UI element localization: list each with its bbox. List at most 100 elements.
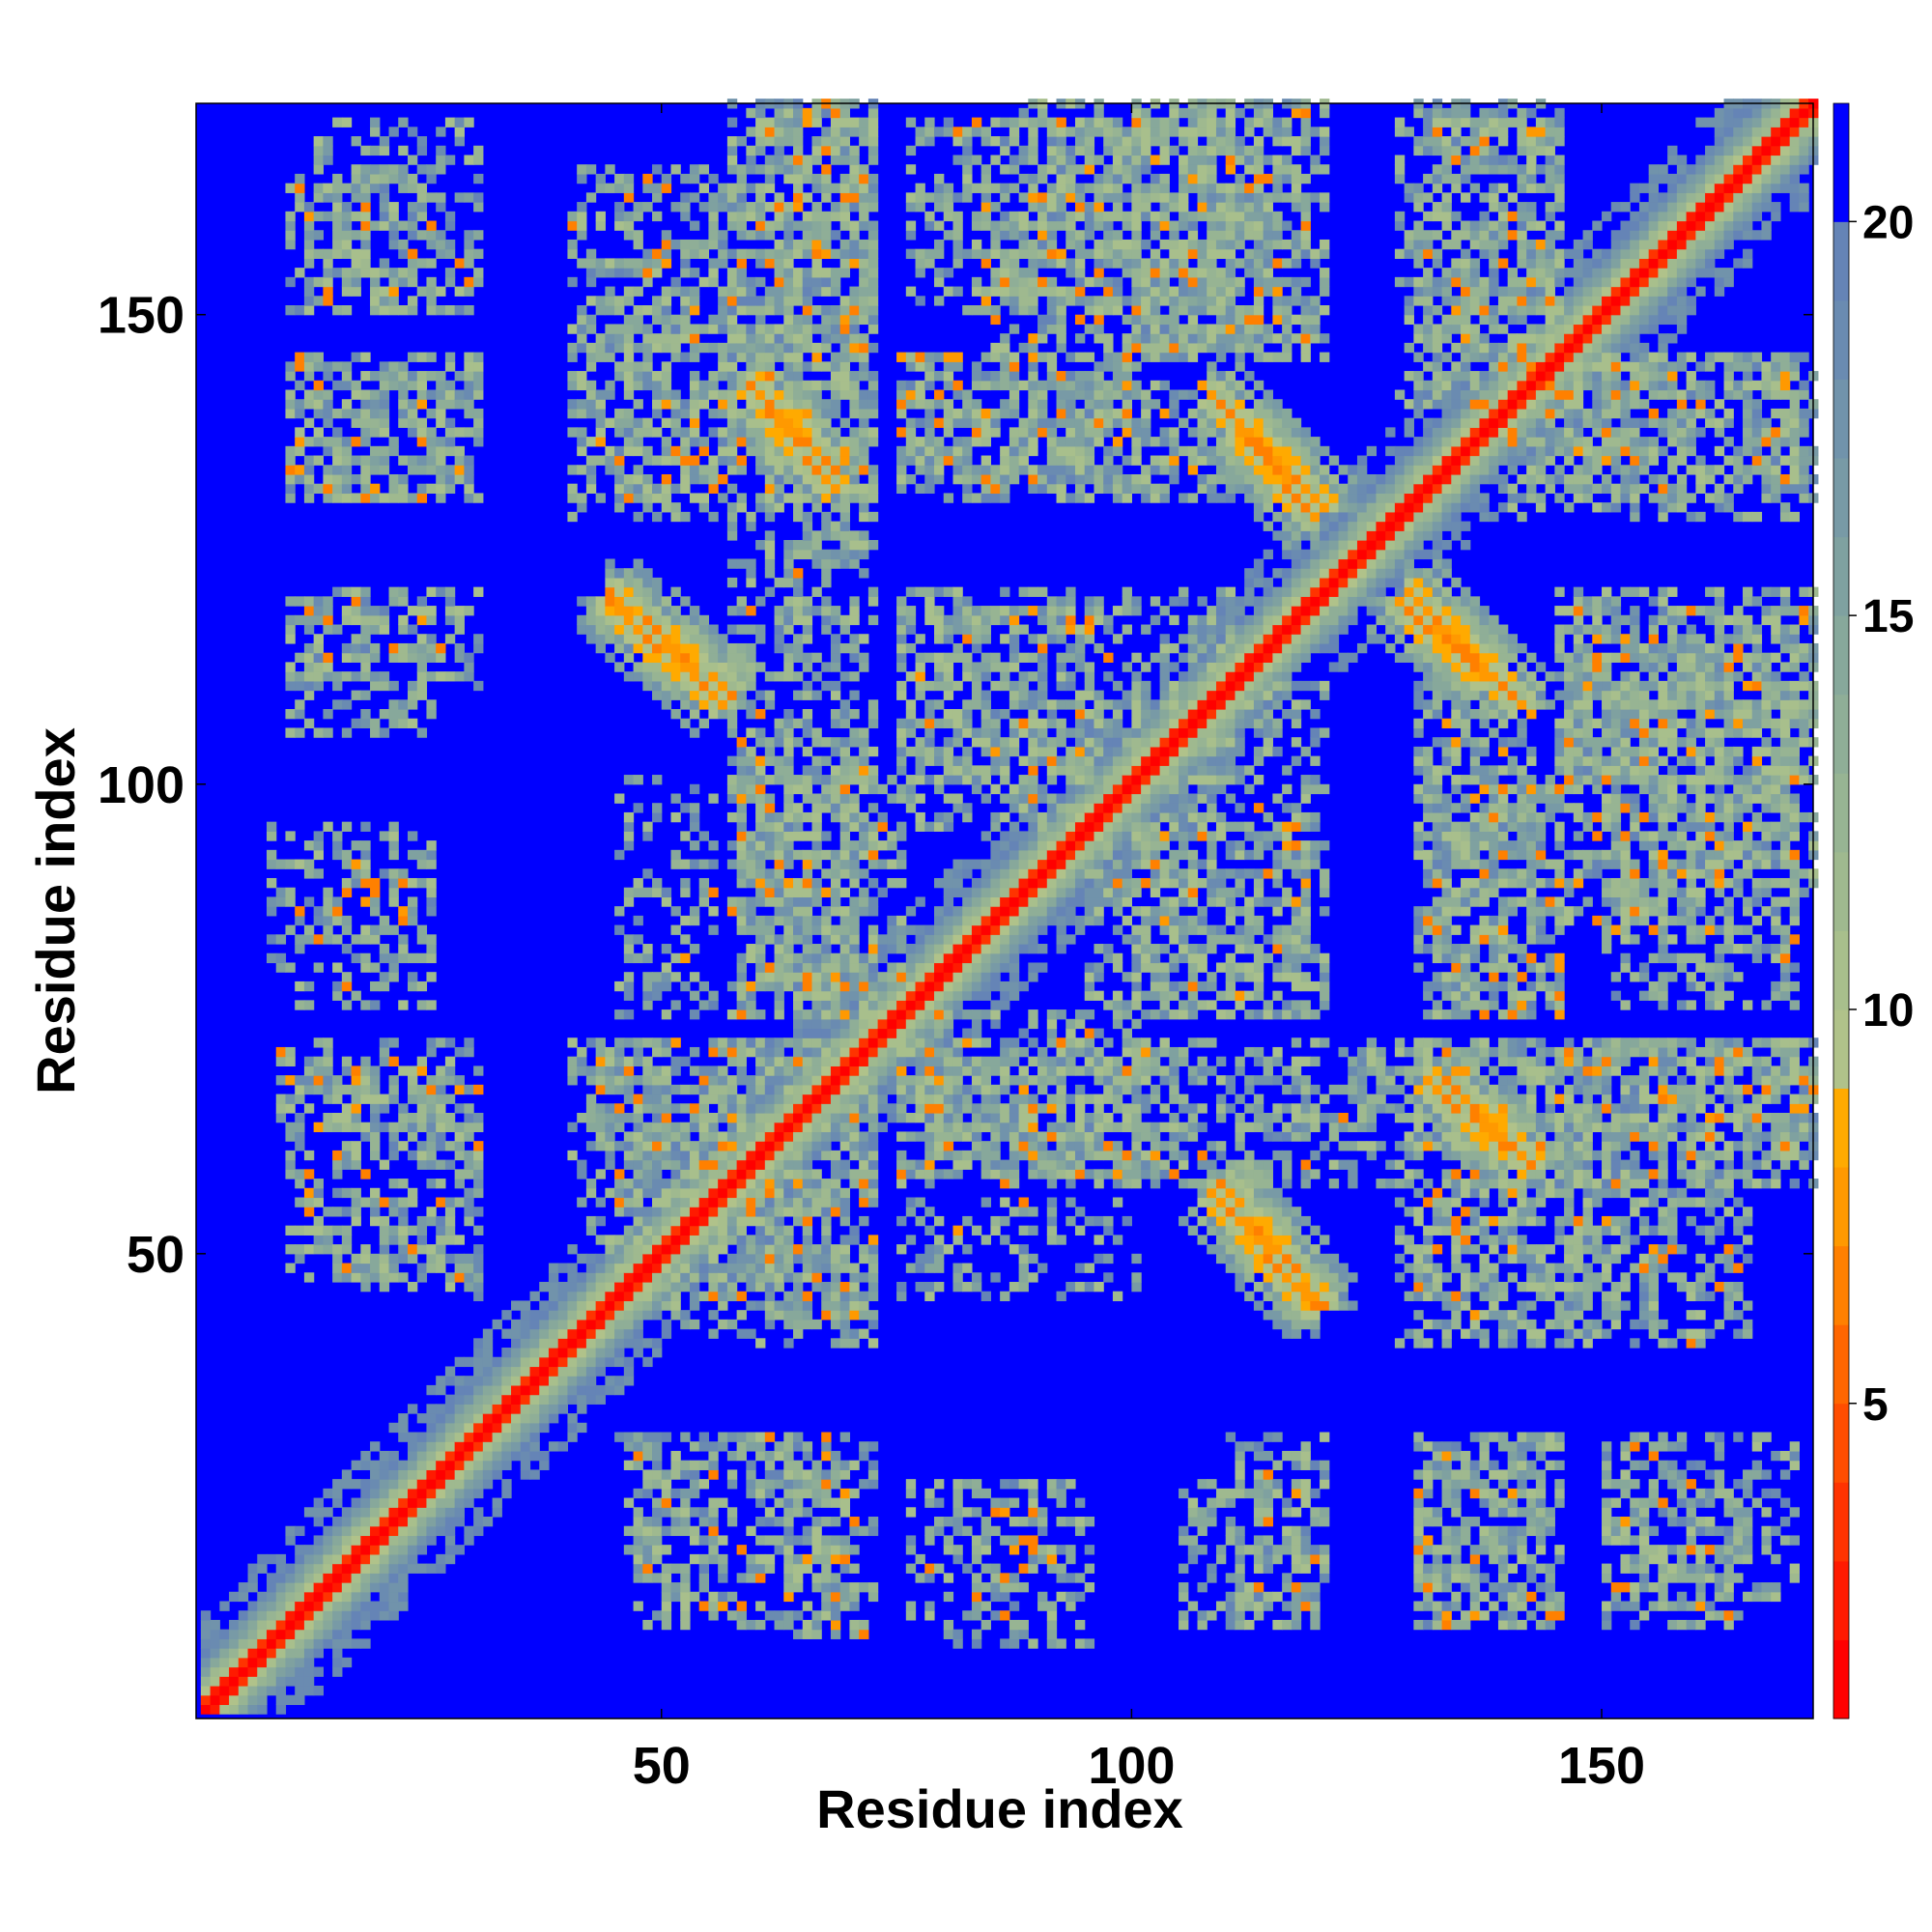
heatmap-cell	[793, 737, 804, 748]
heatmap-cell	[811, 248, 822, 259]
heatmap-cell	[633, 1253, 643, 1264]
heatmap-cell	[436, 1479, 446, 1490]
heatmap-cell	[623, 1263, 635, 1273]
heatmap-cell	[351, 614, 361, 626]
heatmap-cell	[821, 775, 832, 785]
heatmap-cell	[464, 1131, 474, 1142]
heatmap-cell	[416, 380, 428, 391]
heatmap-cell	[295, 1694, 305, 1706]
heatmap-cell	[793, 268, 804, 278]
heatmap-cell	[905, 624, 917, 635]
heatmap-cell	[726, 558, 738, 569]
heatmap-cell	[520, 1450, 531, 1462]
heatmap-cell	[219, 1601, 230, 1611]
heatmap-cell	[661, 333, 672, 344]
heatmap-cell	[708, 1450, 719, 1462]
heatmap-cell	[370, 606, 381, 616]
heatmap-cell	[482, 1517, 494, 1527]
heatmap-cell	[708, 473, 719, 485]
heatmap-cell	[839, 1215, 851, 1227]
heatmap-cell	[689, 1103, 700, 1114]
heatmap-cell	[774, 811, 784, 823]
heatmap-cell	[238, 1657, 249, 1668]
heatmap-cell	[764, 286, 776, 297]
heatmap-cell	[379, 1553, 390, 1565]
heatmap-cell	[849, 258, 860, 269]
heatmap-cell	[407, 699, 418, 710]
heatmap-cell	[680, 1169, 691, 1179]
heatmap-cell	[802, 614, 813, 626]
heatmap-cell	[746, 877, 756, 889]
heatmap-cell	[661, 642, 672, 654]
heatmap-cell	[755, 1517, 766, 1527]
heatmap-cell	[454, 671, 465, 682]
heatmap-cell	[285, 1648, 296, 1659]
heatmap-cell	[905, 1507, 917, 1518]
heatmap-cell	[849, 642, 860, 654]
heatmap-cell	[726, 380, 738, 391]
heatmap-cell	[567, 427, 578, 438]
heatmap-cell	[407, 371, 418, 382]
heatmap-cell	[859, 1000, 869, 1010]
heatmap-cell	[661, 671, 672, 682]
heatmap-cell	[351, 1187, 361, 1199]
heatmap-cell	[454, 305, 465, 316]
heatmap-cell	[436, 1517, 446, 1527]
heatmap-cell	[614, 1376, 625, 1386]
heatmap-cell	[849, 380, 860, 391]
heatmap-cell	[379, 399, 390, 410]
heatmap-cell	[802, 1525, 813, 1537]
heatmap-cell	[426, 972, 437, 982]
heatmap-cell	[351, 1507, 361, 1518]
heatmap-cell	[416, 690, 428, 700]
heatmap-cell	[351, 877, 361, 889]
heatmap-cell	[295, 1131, 305, 1142]
heatmap-cell	[652, 1497, 663, 1508]
heatmap-cell	[454, 286, 465, 297]
heatmap-cell	[830, 1479, 841, 1490]
heatmap-cell	[839, 803, 851, 813]
heatmap-cell	[698, 1075, 710, 1086]
heatmap-cell	[718, 399, 728, 410]
heatmap-cell	[426, 164, 437, 175]
heatmap-cell	[830, 1291, 841, 1302]
heatmap-cell	[370, 924, 381, 935]
heatmap-cell	[783, 155, 794, 165]
heatmap-cell	[708, 455, 719, 466]
heatmap-cell	[859, 1159, 869, 1170]
heatmap-cell	[614, 1235, 625, 1245]
heatmap-cell	[360, 1000, 371, 1010]
heatmap-cell	[595, 1084, 606, 1095]
heatmap-cell	[811, 877, 822, 889]
heatmap-cell	[295, 915, 305, 926]
heatmap-cell	[867, 155, 879, 165]
heatmap-cell	[416, 1535, 428, 1546]
heatmap-cell	[867, 934, 879, 945]
heatmap-cell	[783, 1056, 794, 1066]
heatmap-cell	[905, 1046, 917, 1058]
heatmap-cell	[398, 906, 409, 917]
heatmap-cell	[605, 606, 615, 616]
heatmap-cell	[905, 727, 917, 738]
heatmap-cell	[764, 1507, 776, 1518]
heatmap-cell	[867, 840, 879, 851]
heatmap-cell	[642, 1291, 653, 1302]
heatmap-cell	[859, 361, 869, 372]
heatmap-cell	[746, 1469, 756, 1480]
heatmap-cell	[585, 1356, 597, 1368]
heatmap-cell	[793, 980, 804, 992]
heatmap-cell	[839, 1244, 851, 1255]
heatmap-cell	[313, 155, 324, 165]
heatmap-cell	[464, 662, 474, 672]
heatmap-cell	[388, 1225, 399, 1236]
heatmap-cell	[492, 1460, 502, 1470]
heatmap-cell	[689, 614, 700, 626]
heatmap-cell	[859, 1131, 869, 1142]
heatmap-cell	[388, 1197, 399, 1208]
heatmap-cell	[755, 944, 766, 954]
heatmap-cell	[689, 1169, 700, 1179]
heatmap-cell	[783, 1507, 794, 1518]
heatmap-cell	[811, 952, 822, 964]
heatmap-cell	[633, 1197, 643, 1208]
heatmap-cell	[351, 1150, 361, 1161]
